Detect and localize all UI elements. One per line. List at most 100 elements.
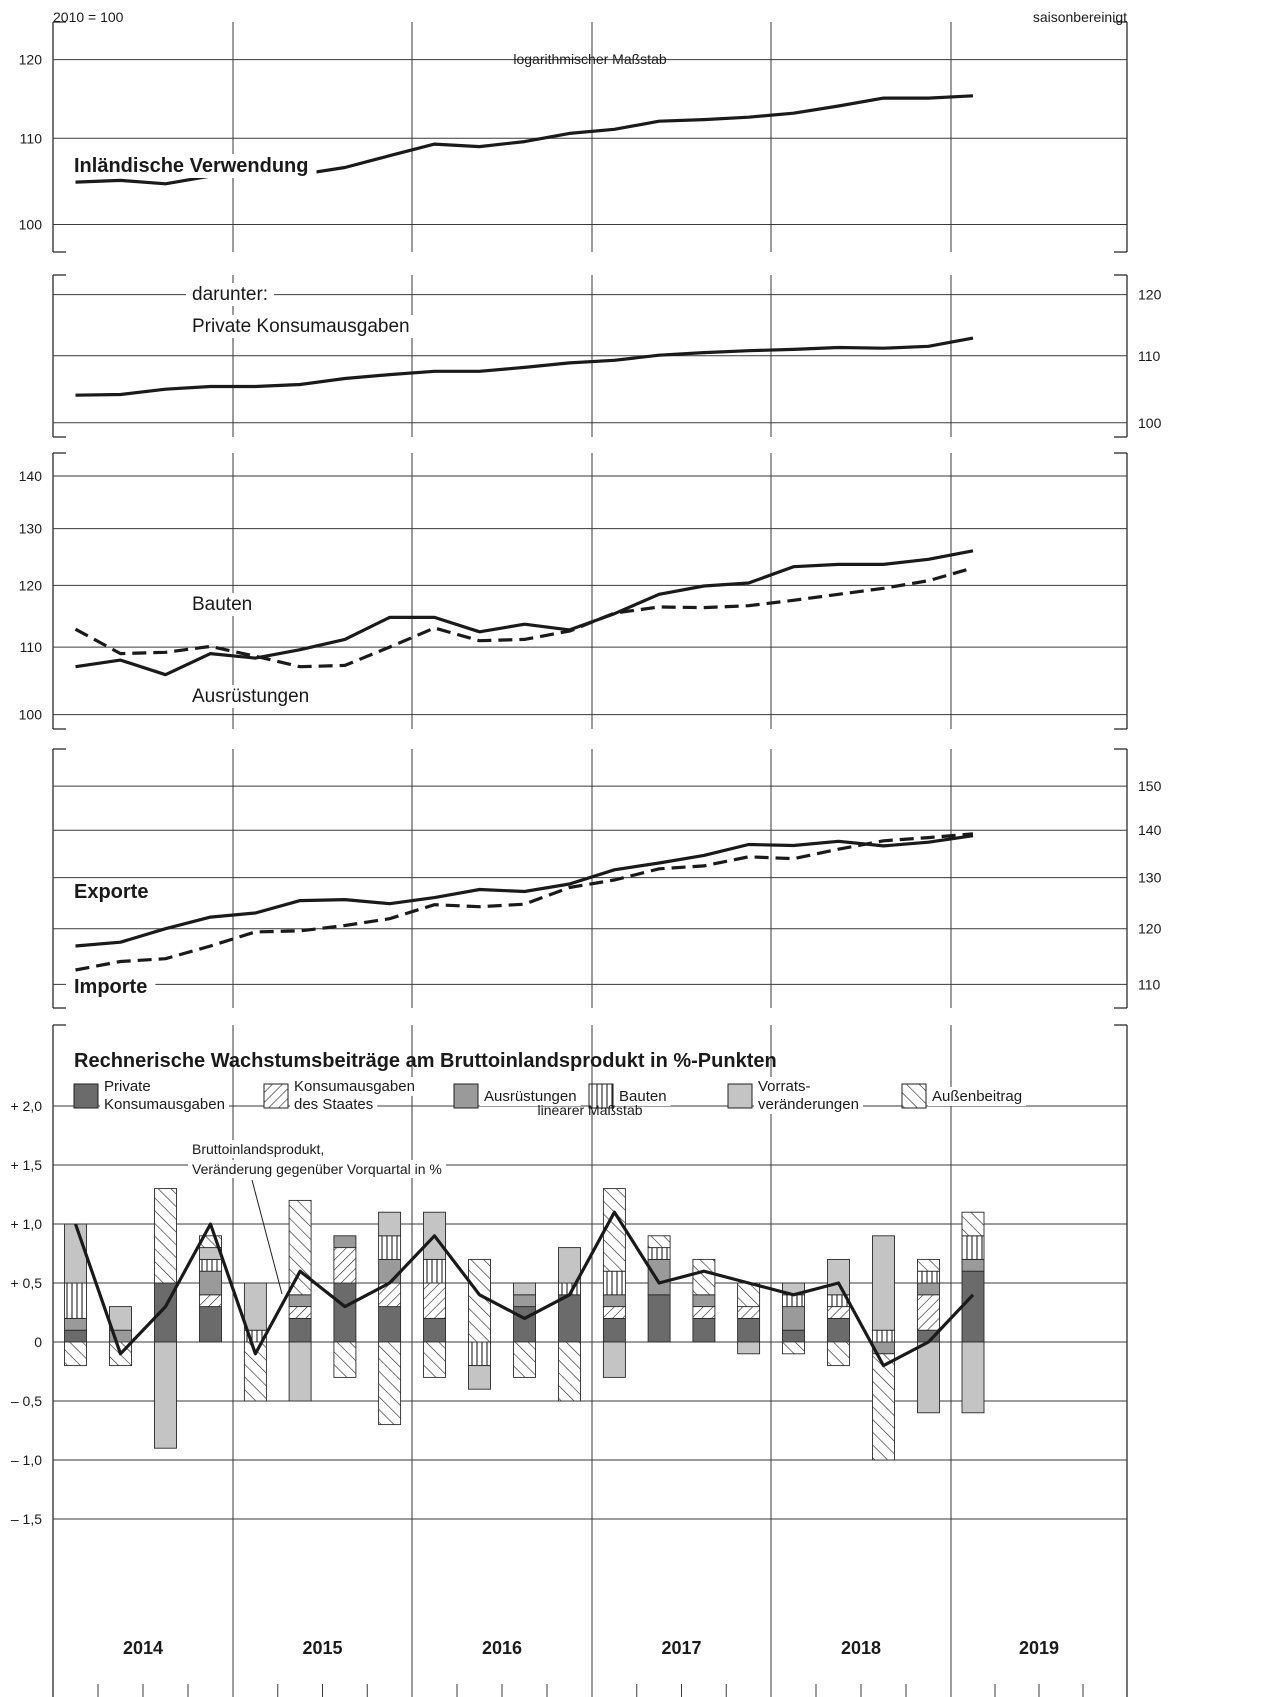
bar-segment — [513, 1306, 536, 1343]
series-line-1-0 — [75, 336, 974, 397]
bar-segment — [782, 1341, 805, 1355]
label-bg — [754, 1095, 863, 1114]
y-tick-label: 140 — [19, 468, 43, 484]
y-tick-label: 120 — [1138, 921, 1162, 937]
gdp-annotation-leader — [251, 1179, 283, 1295]
label-bg — [66, 880, 157, 904]
bar-segment — [961, 1235, 985, 1260]
bar-segment — [333, 1341, 357, 1378]
y-tick-label: 140 — [1138, 822, 1162, 838]
gdp-annotation-2: Veränderung gegenüber Vorquartal in % — [192, 1161, 442, 1177]
label-bg — [188, 1140, 329, 1158]
bar-segment — [199, 1294, 222, 1308]
bar-segment — [288, 1317, 312, 1343]
linear-scale-note: linearer Maßstab — [537, 1102, 642, 1118]
y-tick-label: + 2,0 — [10, 1098, 42, 1114]
label-bg — [186, 315, 416, 338]
bar-segment — [64, 1341, 87, 1367]
legend-label-private-2: Konsumausgaben — [104, 1096, 225, 1113]
bar-segment — [737, 1317, 761, 1343]
legend-label-inventory-2: veränderungen — [758, 1096, 859, 1113]
gdp-annotation-1: Bruttoinlandsprodukt, — [192, 1141, 324, 1157]
bar-segment — [917, 1294, 940, 1331]
bar-segment — [243, 1341, 267, 1402]
bar-segment — [917, 1341, 940, 1414]
year-label-2017: 2017 — [661, 1638, 701, 1658]
label-domestic-use: Inländische Verwendung — [74, 155, 309, 177]
bar-segment — [333, 1282, 357, 1343]
bar-segment — [558, 1341, 581, 1402]
label-bg — [186, 283, 275, 306]
label-exports: Exporte — [74, 881, 148, 903]
legend-swatch-inventory — [727, 1083, 753, 1109]
label-private-consumption: Private Konsumausgaben — [192, 316, 410, 337]
label-construction: Bauten — [192, 594, 252, 615]
y-tick-label: 150 — [1138, 778, 1162, 794]
label-bg — [615, 1087, 671, 1106]
contributions-title: Rechnerische Wachstumsbeiträge am Brutto… — [74, 1050, 777, 1072]
legend-label-equipment: Ausrüstungen — [484, 1088, 577, 1105]
legend-label-construction: Bauten — [619, 1088, 667, 1105]
label-equipment: Ausrüstungen — [192, 686, 309, 707]
y-tick-label: + 1,5 — [10, 1157, 42, 1173]
label-imports: Importe — [74, 976, 147, 998]
bar-segment — [378, 1341, 402, 1426]
legend-label-inventory: Vorrats- — [758, 1078, 811, 1095]
bar-segment — [558, 1294, 581, 1343]
bar-segment — [468, 1258, 491, 1343]
bar-segment — [154, 1188, 177, 1284]
bar-segment — [602, 1294, 626, 1308]
legend-swatch-construction — [588, 1083, 614, 1109]
bar-segment — [737, 1306, 761, 1319]
bar-segment — [288, 1199, 312, 1296]
bar-segment — [692, 1294, 716, 1308]
bar-segment — [602, 1270, 626, 1296]
y-tick-label: 100 — [19, 216, 43, 232]
y-tick-label: + 0,5 — [10, 1275, 42, 1291]
bar-segment — [827, 1258, 850, 1296]
y-tick-label: – 1,0 — [11, 1452, 42, 1468]
label-bg — [188, 1160, 446, 1178]
bar-segment — [288, 1341, 312, 1402]
label-bg — [290, 1077, 419, 1096]
legend-swatch-equipment — [453, 1083, 479, 1109]
y-tick-label: 120 — [1138, 287, 1162, 303]
bar-segment — [199, 1306, 222, 1343]
bar-segment — [423, 1258, 446, 1284]
legend-label-private: Private — [104, 1078, 151, 1095]
bar-segment — [961, 1258, 985, 1272]
legend-swatch-state — [263, 1083, 289, 1109]
label-bg — [100, 1095, 229, 1114]
label-bg — [184, 685, 318, 708]
bar-segment — [199, 1258, 222, 1272]
bar-segment — [872, 1329, 895, 1343]
y-tick-label: 0 — [34, 1334, 42, 1350]
label-bg — [480, 1087, 581, 1106]
year-label-2015: 2015 — [302, 1638, 342, 1658]
year-label-2016: 2016 — [482, 1638, 522, 1658]
bar-segment — [288, 1294, 312, 1308]
year-label-2019: 2019 — [1019, 1638, 1059, 1658]
bar-segment — [692, 1317, 716, 1343]
bar-segment — [288, 1306, 312, 1319]
label-bg — [290, 1095, 378, 1114]
label-bg — [66, 154, 317, 178]
bar-segment — [961, 1341, 985, 1414]
bar-segment — [378, 1306, 402, 1343]
bar-segment — [692, 1258, 716, 1296]
legend-label-state: Konsumausgaben — [294, 1078, 415, 1095]
bar-segment — [917, 1270, 940, 1284]
log-scale-note: logarithmischer Maßstab — [513, 51, 666, 67]
bar-segment — [737, 1341, 761, 1355]
series-line-3-1 — [75, 832, 974, 972]
bar-segment — [692, 1306, 716, 1319]
bar-segment — [423, 1282, 446, 1319]
bar-segment — [64, 1282, 87, 1319]
label-darunter: darunter: — [192, 284, 268, 305]
bar-segment — [872, 1235, 895, 1331]
y-tick-label: + 1,0 — [10, 1216, 42, 1232]
bar-segment — [917, 1258, 940, 1272]
bar-segment — [378, 1211, 402, 1237]
bar-segment — [468, 1341, 491, 1367]
